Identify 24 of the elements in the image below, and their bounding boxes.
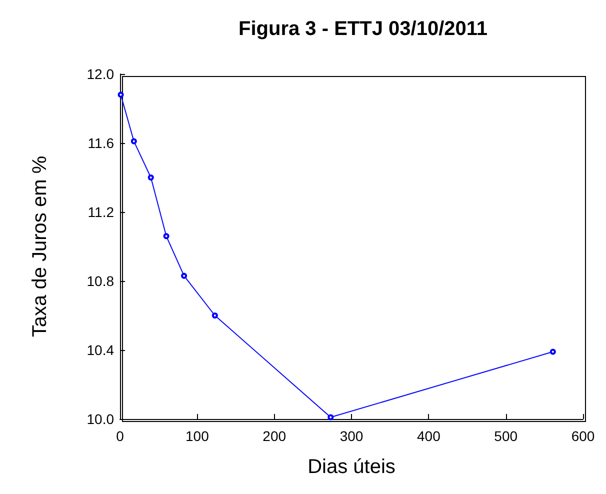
y-axis-title: Taxa de Juros em % [29, 156, 51, 338]
x-tick-label: 300 [340, 428, 364, 444]
point [181, 272, 188, 279]
point [212, 312, 218, 318]
y-tick-label: 10.0 [86, 411, 114, 427]
point [130, 138, 137, 144]
x-tick-label: 400 [416, 428, 441, 444]
chart-title: Figura 3 - ETTJ 03/10/2011 [238, 18, 488, 40]
x-axis-title: Dias úteis [308, 456, 396, 478]
y-tick-label: 10.4 [86, 342, 114, 358]
x-tick-label: 500 [494, 428, 518, 444]
y-tick-label: 11.6 [88, 135, 114, 151]
point [118, 92, 124, 98]
y-tick-label: 11.2 [88, 204, 114, 220]
y-tick-label: 12.0 [86, 66, 114, 82]
point [550, 348, 556, 355]
y-tick-label: 10.8 [86, 273, 114, 289]
point [148, 174, 154, 180]
x-tick-label: 0 [116, 428, 124, 444]
x-tick-label: 600 [571, 428, 595, 444]
x-tick-label: 200 [262, 428, 286, 444]
point [163, 233, 170, 240]
x-tick-label: 100 [185, 428, 210, 444]
point [328, 414, 334, 420]
